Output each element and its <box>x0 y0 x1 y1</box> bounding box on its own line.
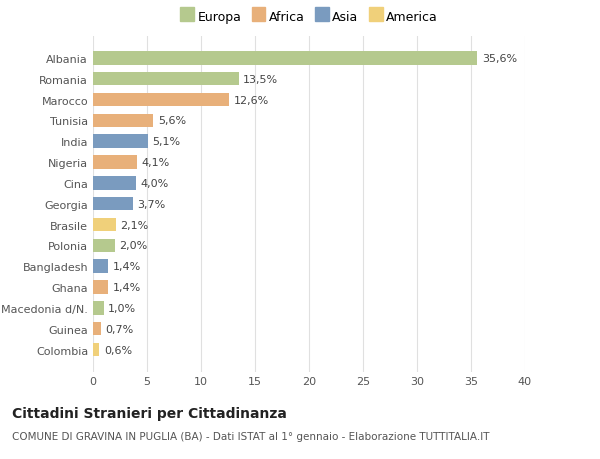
Text: 0,6%: 0,6% <box>104 345 132 355</box>
Text: Cittadini Stranieri per Cittadinanza: Cittadini Stranieri per Cittadinanza <box>12 406 287 420</box>
Text: 3,7%: 3,7% <box>137 199 166 209</box>
Text: 0,7%: 0,7% <box>105 324 133 334</box>
Bar <box>93 239 115 252</box>
Bar <box>93 260 108 274</box>
Text: 35,6%: 35,6% <box>482 54 517 64</box>
Text: 4,0%: 4,0% <box>140 179 169 189</box>
Text: 13,5%: 13,5% <box>243 74 278 84</box>
Text: COMUNE DI GRAVINA IN PUGLIA (BA) - Dati ISTAT al 1° gennaio - Elaborazione TUTTI: COMUNE DI GRAVINA IN PUGLIA (BA) - Dati … <box>12 431 490 442</box>
Text: 1,0%: 1,0% <box>108 303 136 313</box>
Bar <box>93 322 101 336</box>
Text: 2,1%: 2,1% <box>120 220 148 230</box>
Text: 4,1%: 4,1% <box>142 158 170 168</box>
Text: 1,4%: 1,4% <box>112 282 140 292</box>
Text: 5,1%: 5,1% <box>152 137 181 147</box>
Text: 1,4%: 1,4% <box>112 262 140 272</box>
Legend: Europa, Africa, Asia, America: Europa, Africa, Asia, America <box>180 11 438 24</box>
Text: 12,6%: 12,6% <box>233 95 269 105</box>
Bar <box>93 135 148 149</box>
Bar <box>93 52 478 66</box>
Bar <box>93 302 104 315</box>
Text: 5,6%: 5,6% <box>158 116 186 126</box>
Bar <box>93 156 137 169</box>
Bar <box>93 177 136 190</box>
Bar <box>93 343 100 357</box>
Bar <box>93 197 133 211</box>
Bar <box>93 114 154 128</box>
Bar <box>93 280 108 294</box>
Bar <box>93 73 239 86</box>
Text: 2,0%: 2,0% <box>119 241 147 251</box>
Bar <box>93 94 229 107</box>
Bar <box>93 218 116 232</box>
